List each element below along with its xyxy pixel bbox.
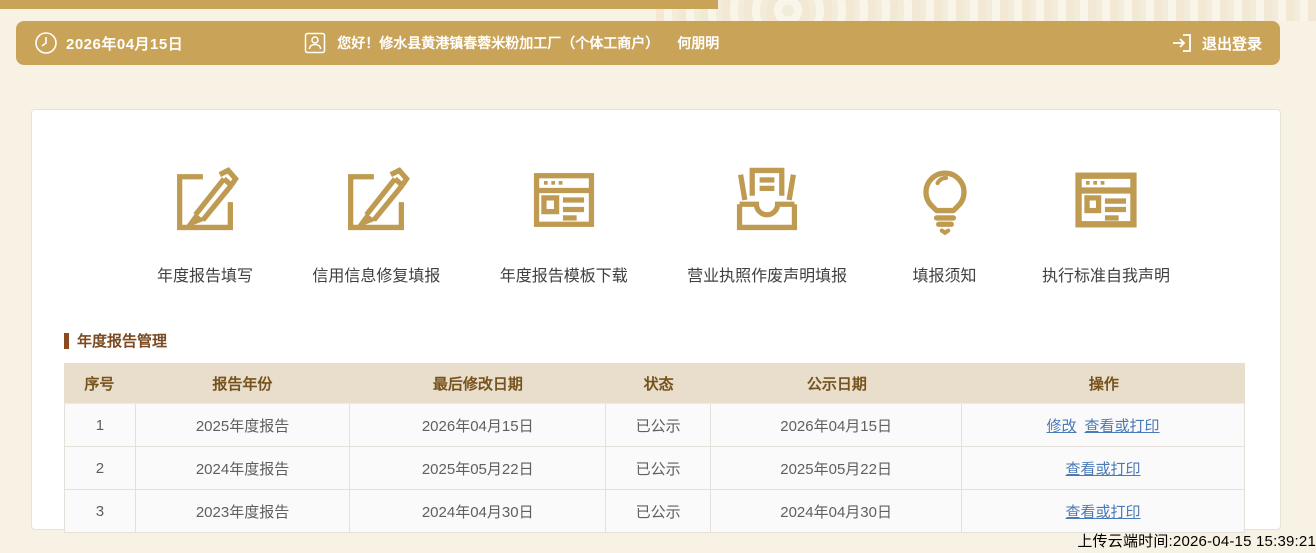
cell-modified: 2024年04月30日 [350, 490, 607, 532]
action-credit-repair[interactable]: 信用信息修复填报 [312, 160, 440, 286]
view-print-link[interactable]: 查看或打印 [1065, 503, 1141, 521]
greeting-segment: 您好！修水县黄港镇春蓉米粉加工厂（个体工商户） 何朋明 [303, 31, 719, 55]
col-header-status: 状态 [643, 375, 674, 393]
action-license-invalidation[interactable]: 营业执照作废声明填报 [687, 160, 847, 286]
cell-actions: 查看或打印 [962, 447, 1244, 489]
action-label: 年度报告填写 [157, 268, 254, 285]
edit-icon [338, 160, 414, 240]
table-body: 1 2025年度报告 2026年04月15日 已公示 2026年04月15日 修… [64, 403, 1245, 533]
cell-year: 2023年度报告 [136, 490, 351, 532]
action-label: 营业执照作废声明填报 [687, 268, 848, 285]
cell-modified: 2025年05月22日 [350, 447, 607, 489]
table-row: 1 2025年度报告 2026年04月15日 已公示 2026年04月15日 修… [65, 404, 1244, 447]
table-row: 2 2024年度报告 2025年05月22日 已公示 2025年05月22日 查… [65, 447, 1244, 490]
section-title-annual-report-management: 年度报告管理 [64, 330, 1280, 351]
cell-published: 2026年04月15日 [711, 404, 963, 446]
bulb-icon [907, 160, 983, 240]
logout-icon [1170, 31, 1194, 55]
inbox-icon [729, 160, 805, 240]
quick-actions: 年度报告填写 信用信息修复填报 [32, 110, 1280, 286]
cell-status: 已公示 [606, 490, 712, 532]
cell-actions: 修改 查看或打印 [962, 404, 1244, 446]
action-filing-notice[interactable]: 填报须知 [907, 160, 983, 286]
logout-button[interactable]: 退出登录 [1162, 31, 1262, 55]
table-row: 3 2023年度报告 2024年04月30日 已公示 2024年04月30日 查… [65, 490, 1244, 533]
cell-published: 2025年05月22日 [711, 447, 963, 489]
clock-icon [34, 31, 58, 55]
annual-report-table: 序号 报告年份 最后修改日期 状态 公示日期 操作 1 2025年度报告 202… [64, 363, 1245, 533]
action-label: 执行标准自我声明 [1041, 268, 1170, 285]
action-label: 填报须知 [912, 268, 977, 285]
cell-status: 已公示 [606, 404, 712, 446]
cell-seq: 3 [65, 490, 136, 532]
banner-texture [656, 0, 1316, 21]
col-header-published: 公示日期 [806, 375, 867, 393]
section-title-text: 年度报告管理 [77, 333, 168, 350]
action-standard-declaration[interactable]: 执行标准自我声明 [1042, 160, 1170, 286]
col-header-year: 报告年份 [212, 375, 273, 393]
current-date: 2026年04月15日 [66, 35, 184, 53]
upload-cloud-timestamp: 上传云端时间:2026-04-15 15:39:21 [1077, 533, 1316, 550]
view-print-link[interactable]: 查看或打印 [1065, 460, 1141, 478]
action-label: 年度报告模板下载 [499, 268, 628, 285]
cell-actions: 查看或打印 [962, 490, 1244, 532]
date-segment: 2026年04月15日 [34, 31, 183, 55]
cell-seq: 2 [65, 447, 136, 489]
view-print-link[interactable]: 查看或打印 [1084, 417, 1160, 435]
col-header-actions: 操作 [1088, 375, 1119, 393]
logout-label: 退出登录 [1201, 35, 1262, 53]
topbar: 2026年04月15日 您好！修水县黄港镇春蓉米粉加工厂（个体工商户） 何朋明 … [16, 21, 1280, 65]
user-name: 何朋明 [677, 35, 720, 51]
table-header-row: 序号 报告年份 最后修改日期 状态 公示日期 操作 [64, 363, 1245, 403]
cell-year: 2024年度报告 [136, 447, 351, 489]
modify-link[interactable]: 修改 [1046, 417, 1077, 435]
col-header-modified: 最后修改日期 [432, 375, 523, 393]
cell-published: 2024年04月30日 [711, 490, 963, 532]
greeting-text: 您好！修水县黄港镇春蓉米粉加工厂（个体工商户） [337, 35, 660, 51]
action-template-download[interactable]: 年度报告模板下载 [500, 160, 628, 286]
section-marker [64, 332, 69, 349]
top-gold-strip [0, 0, 718, 9]
cell-year: 2025年度报告 [136, 404, 351, 446]
template-icon [1068, 160, 1144, 240]
template-icon [526, 160, 602, 240]
cell-seq: 1 [65, 404, 136, 446]
user-icon [303, 31, 327, 55]
action-annual-report-fill[interactable]: 年度报告填写 [157, 160, 253, 286]
col-header-seq: 序号 [84, 375, 115, 393]
action-label: 信用信息修复填报 [312, 268, 441, 285]
cell-status: 已公示 [606, 447, 712, 489]
main-card: 年度报告填写 信用信息修复填报 [31, 109, 1281, 533]
edit-icon [167, 160, 243, 240]
cell-modified: 2026年04月15日 [350, 404, 607, 446]
